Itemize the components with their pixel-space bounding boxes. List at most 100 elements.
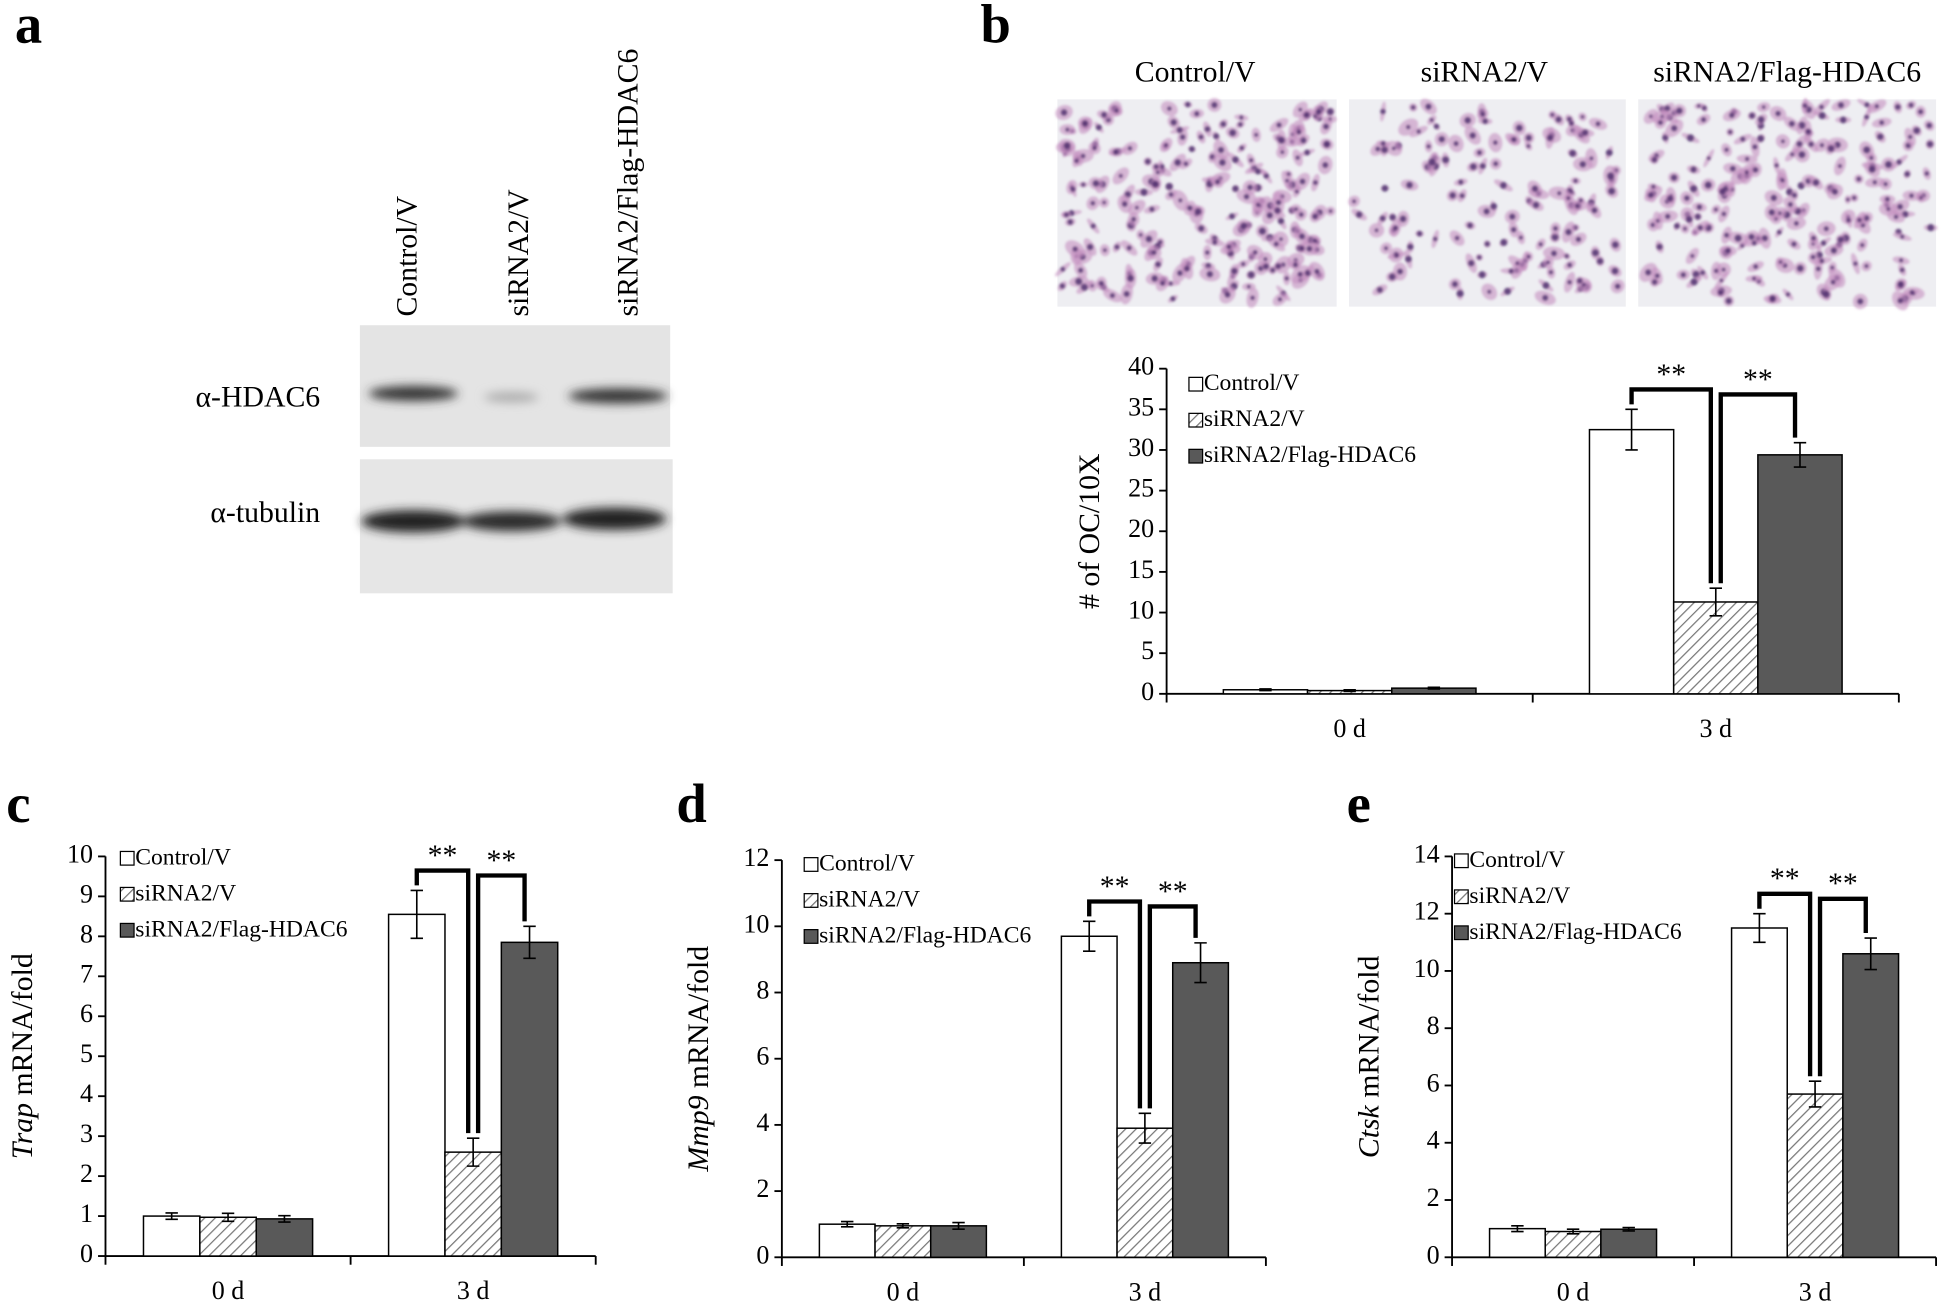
nucleus	[1857, 217, 1862, 223]
nucleus	[1907, 134, 1913, 140]
legend-label: siRNA2/V	[135, 880, 236, 906]
nucleus	[1306, 245, 1313, 252]
nucleus	[1553, 226, 1558, 231]
nucleus	[1109, 292, 1116, 299]
nucleus	[1774, 163, 1779, 168]
nucleus	[1830, 279, 1836, 285]
nucleus	[1728, 112, 1735, 119]
nucleus	[1151, 180, 1159, 188]
nucleus	[1188, 146, 1195, 153]
micrographs: Control/V siRNA2/V siRNA2/Flag-HDAC6	[1054, 55, 1938, 311]
y-tick-label: 0	[756, 1240, 769, 1269]
nucleus	[1070, 186, 1076, 192]
error-bar	[1194, 942, 1207, 984]
nucleus	[1484, 241, 1491, 247]
nucleus	[1546, 134, 1554, 142]
y-tick-label: 10	[743, 909, 769, 938]
nucleus	[1404, 255, 1412, 263]
significance-label: **	[1158, 875, 1188, 908]
nucleus	[1454, 235, 1460, 241]
nucleus	[1275, 263, 1282, 270]
legend-label: Control/V	[819, 851, 915, 877]
nucleus	[1793, 220, 1799, 226]
nucleus	[1464, 116, 1472, 124]
nucleus	[1564, 253, 1570, 259]
nucleus	[1830, 265, 1835, 270]
nucleus	[1095, 124, 1102, 131]
nucleus	[1250, 295, 1255, 301]
nucleus	[1673, 222, 1680, 230]
legend-swatch	[1188, 376, 1204, 392]
nucleus	[1651, 156, 1658, 163]
nucleus	[1908, 102, 1914, 108]
nucleus	[1820, 240, 1827, 246]
nucleus	[1913, 127, 1921, 135]
nucleus	[1067, 219, 1074, 225]
nucleus	[1831, 188, 1839, 195]
nucleus	[1683, 226, 1687, 231]
nucleus	[1670, 174, 1678, 181]
y-tick-label: 8	[1427, 1011, 1440, 1040]
nucleus	[1557, 191, 1562, 196]
nucleus	[1740, 136, 1746, 142]
nucleus	[1101, 111, 1108, 118]
nucleus	[1927, 224, 1935, 232]
nucleus	[1114, 108, 1119, 113]
nucleus	[1493, 161, 1499, 167]
y-tick-label: 4	[1427, 1126, 1440, 1155]
error-bar	[1793, 441, 1807, 468]
nucleus	[1579, 160, 1587, 168]
nucleus	[1647, 192, 1654, 199]
nucleus	[1140, 188, 1148, 196]
nucleus	[1247, 271, 1255, 279]
nucleus	[1897, 280, 1905, 288]
y-tick-label: 6	[1427, 1068, 1440, 1097]
bar	[1060, 935, 1118, 1259]
nucleus	[1830, 247, 1838, 254]
nucleus	[1785, 292, 1791, 297]
cells	[1054, 98, 1337, 308]
nucleus	[1247, 184, 1253, 191]
nucleus	[1898, 258, 1904, 263]
nucleus	[1081, 182, 1086, 187]
nucleus	[1851, 195, 1857, 201]
y-tick-label: 4	[80, 1079, 93, 1108]
error-bar	[1753, 912, 1766, 944]
nucleus	[1155, 170, 1160, 175]
significance-bracket	[1817, 896, 1868, 1077]
legend-label: siRNA2/Flag-HDAC6	[1204, 442, 1416, 468]
nucleus	[1326, 108, 1334, 116]
nucleus	[1879, 120, 1885, 126]
nucleus	[1802, 103, 1808, 109]
nucleus	[1893, 214, 1899, 220]
nucleus	[1845, 197, 1850, 202]
nucleus	[1798, 151, 1806, 159]
legend-swatch	[1453, 853, 1469, 869]
nucleus	[1478, 271, 1486, 279]
blot: Control/V siRNA2/V siRNA2/Flag-HDAC6 α-H…	[195, 49, 673, 594]
nucleus	[1480, 111, 1486, 117]
nucleus	[1518, 235, 1523, 240]
nucleus	[1263, 172, 1270, 179]
nucleus	[1212, 239, 1218, 245]
nucleus	[1869, 155, 1874, 161]
nucleus	[1204, 250, 1210, 255]
nucleus	[1102, 200, 1107, 205]
nucleus	[1690, 253, 1695, 258]
bar	[818, 1223, 876, 1259]
significance-label: **	[1100, 870, 1130, 903]
nucleus	[1138, 233, 1143, 237]
nucleus	[1458, 179, 1464, 185]
nucleus	[1185, 101, 1191, 108]
nucleus	[1112, 149, 1119, 155]
nucleus	[1168, 192, 1174, 198]
error-bar	[523, 925, 536, 960]
nucleus	[1232, 185, 1239, 192]
x-tick-label: 0 d	[1333, 714, 1366, 743]
nucleus	[1459, 193, 1465, 199]
y-tick-label: 8	[80, 919, 93, 948]
nucleus	[1568, 120, 1575, 126]
nucleus	[1399, 215, 1407, 223]
nucleus	[1239, 115, 1244, 120]
nucleus	[1753, 264, 1759, 270]
